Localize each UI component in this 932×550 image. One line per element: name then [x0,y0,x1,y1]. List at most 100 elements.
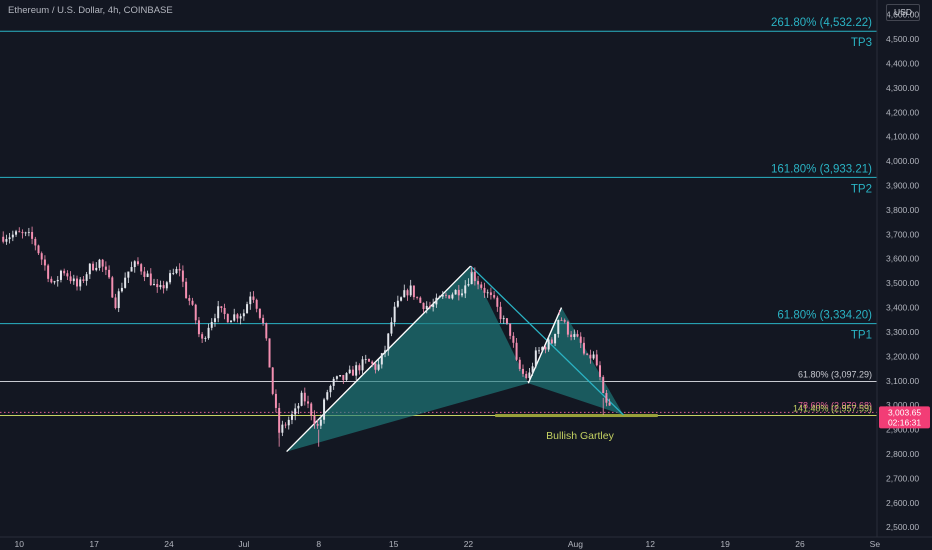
candle-body [541,347,544,351]
candle-body [290,414,293,420]
candle-body [92,263,95,271]
candle-body [175,269,178,274]
x-tick-label: Se [870,539,881,549]
candle-body [457,289,460,296]
candle-body [480,284,483,288]
candle-body [59,270,62,280]
candle-body [573,334,576,337]
candle-body [461,293,464,296]
candle-body [271,367,274,394]
candle-body [98,259,101,268]
candle-body [188,298,191,301]
candle-body [505,318,508,324]
candle-body [361,359,364,371]
candle-body [130,267,133,272]
candle-body [390,322,393,334]
candle-body [108,269,111,278]
target-label: TP3 [851,37,872,49]
candle-body [213,318,216,322]
candle-body [18,231,21,233]
candle-body [143,271,146,277]
fib-level-label: 261.80% (4,532.22) [771,17,872,29]
y-tick-label: 3,500.00 [886,278,919,288]
candle-body [146,273,149,277]
candle-body [544,347,547,350]
candle-body [534,350,537,367]
y-tick-label: 3,400.00 [886,303,919,313]
candle-body [512,335,515,343]
price-axis[interactable] [877,0,932,537]
current-price-box [879,406,930,429]
candle-body [50,278,53,283]
candle-body [319,419,322,426]
currency-unit-button[interactable]: USD [886,4,920,21]
y-tick-label: 3,000.00 [886,400,919,410]
candle-body [149,273,152,286]
candle-body [210,321,213,328]
x-tick-label: 17 [89,539,99,549]
candle-body [313,415,316,425]
candle-body [140,264,143,272]
candle-body [111,277,114,298]
candle-body [329,385,332,393]
candle-body [27,231,30,233]
candle-body [377,364,380,370]
candle-body [124,277,127,288]
x-tick-label: Jul [238,539,249,549]
candle-body [367,359,370,362]
candle-body [127,271,130,278]
y-axis-ticks: 2,500.00 2,600.00 2,700.00 2,800.00 2,900.00… [886,10,919,533]
target-label: TP2 [851,183,872,195]
candle-body [576,334,579,337]
candle-body [393,306,396,323]
pattern-triangle-bcd [528,307,624,415]
y-tick-label: 4,400.00 [886,58,919,68]
candle-body [294,408,297,415]
candle-body [403,290,406,298]
candle-body [226,314,229,323]
candle-body [156,284,159,288]
candle-body [95,267,98,271]
candle-body [104,266,107,270]
candle-body [589,354,592,359]
candle-body [416,297,419,298]
candle-body [444,294,447,296]
candle-body [364,359,367,360]
candle-body [358,365,361,371]
candle-body [120,287,123,292]
prz-zone [495,414,658,418]
candle-body [528,372,531,378]
candle-body [441,294,444,297]
candle-body [509,323,512,336]
candle-body [342,375,345,380]
y-tick-label: 2,800.00 [886,449,919,459]
candle-body [85,274,88,281]
candle-body [101,259,104,267]
candle-body [316,424,319,426]
y-tick-label: 2,700.00 [886,473,919,483]
candle-body [387,333,390,351]
candle-body [255,299,258,309]
candle-body [15,231,18,235]
candle-body [515,342,518,360]
time-axis[interactable] [0,537,932,550]
candle-body [297,405,300,409]
candle-body [554,333,557,344]
candle-body [464,285,467,294]
candle-body [496,297,499,307]
x-tick-label: 26 [795,539,805,549]
fib-level-label: 61.80% (3,097.29) [798,369,872,379]
candle-body [493,295,496,298]
candle-body [117,291,120,309]
candle-body [165,282,168,289]
candle-body [483,287,486,293]
candle-body [136,261,139,265]
candle-body [560,320,563,321]
candle-body [242,313,245,317]
candle-body [550,339,553,344]
x-tick-label: 8 [316,539,321,549]
candle-body [432,304,435,307]
candle-body [220,306,223,308]
